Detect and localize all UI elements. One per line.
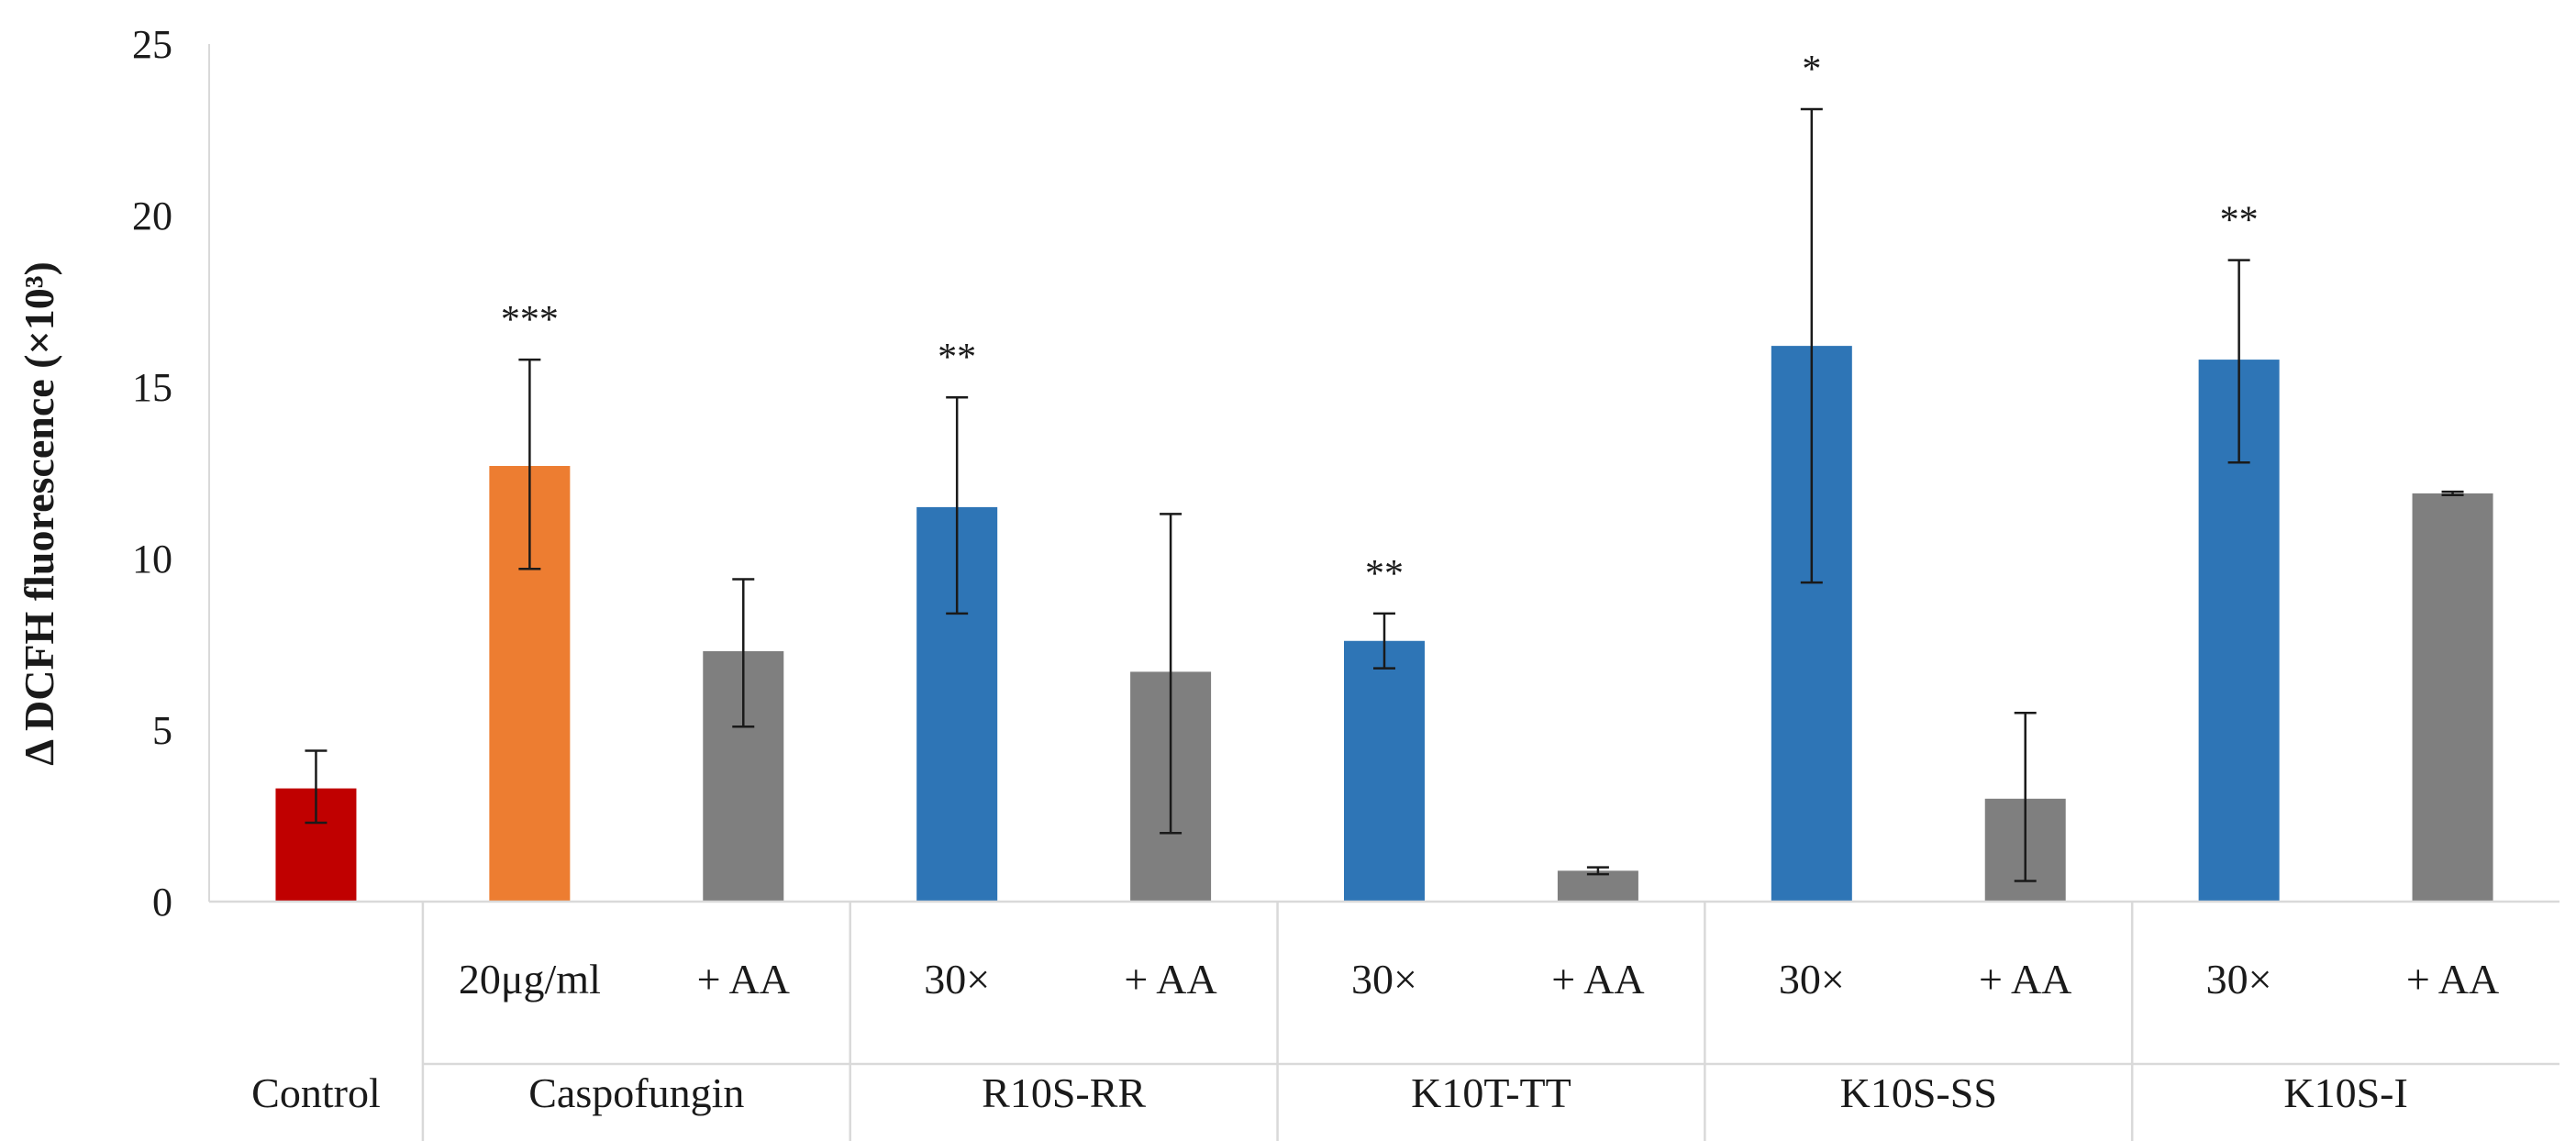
bar-sub-label: 30×: [924, 956, 990, 1003]
group-label: K10T-TT: [1411, 1069, 1571, 1116]
group-label: K10S-SS: [1840, 1069, 1997, 1116]
bar: [2412, 493, 2493, 902]
bar-sub-label: + AA: [2406, 956, 2499, 1003]
error-bar: [946, 395, 969, 615]
group-label: R10S-RR: [982, 1069, 1146, 1116]
error-bar: [518, 358, 541, 570]
bar-sub-label: + AA: [1124, 956, 1216, 1003]
y-tick-label: 0: [152, 880, 172, 925]
category-table: 20μg/ml + AA 30× + AA 30× + AA 30× + AA 30× + AA C…: [209, 900, 2559, 1141]
significance-marks: **********: [501, 49, 2259, 595]
error-bar: [2227, 259, 2250, 464]
bar-sub-label: 20μg/ml: [459, 956, 601, 1003]
error-bar: [2441, 490, 2464, 497]
y-axis: 0 5 10 15 20 25: [132, 22, 210, 925]
error-bar: [1160, 513, 1183, 835]
y-axis-title: Δ DCFH fluorescence (×10³): [16, 261, 62, 766]
y-tick-label: 10: [132, 537, 172, 582]
significance-label: **: [2220, 200, 2259, 242]
bar: [1344, 640, 1425, 902]
error-bar: [1586, 866, 1609, 876]
bar-sub-label: + AA: [697, 956, 790, 1003]
bar-sub-label: + AA: [1551, 956, 1644, 1003]
y-tick-label: 15: [132, 365, 172, 410]
bar-sub-label: 30×: [2206, 956, 2272, 1003]
error-bar: [305, 749, 328, 825]
error-bars: [305, 107, 2464, 882]
error-bar: [1800, 107, 1823, 584]
significance-label: ***: [501, 299, 559, 341]
y-tick-label: 20: [132, 194, 172, 238]
significance-label: *: [1802, 49, 1821, 91]
bar-sub-label: + AA: [1979, 956, 2071, 1003]
bar-sub-label: 30×: [1351, 956, 1417, 1003]
error-bar: [2014, 712, 2037, 882]
significance-label: **: [938, 337, 976, 379]
error-bar: [1373, 612, 1395, 670]
bar-sub-label: 30×: [1779, 956, 1845, 1003]
y-tick-label: 5: [152, 708, 172, 753]
group-label: K10S-I: [2283, 1069, 2407, 1116]
y-tick-label: 25: [132, 22, 172, 67]
bar: [1557, 870, 1638, 902]
group-label: Control: [251, 1069, 381, 1116]
group-label: Caspofungin: [528, 1069, 744, 1116]
significance-label: **: [1365, 553, 1404, 595]
error-bar: [732, 578, 755, 728]
